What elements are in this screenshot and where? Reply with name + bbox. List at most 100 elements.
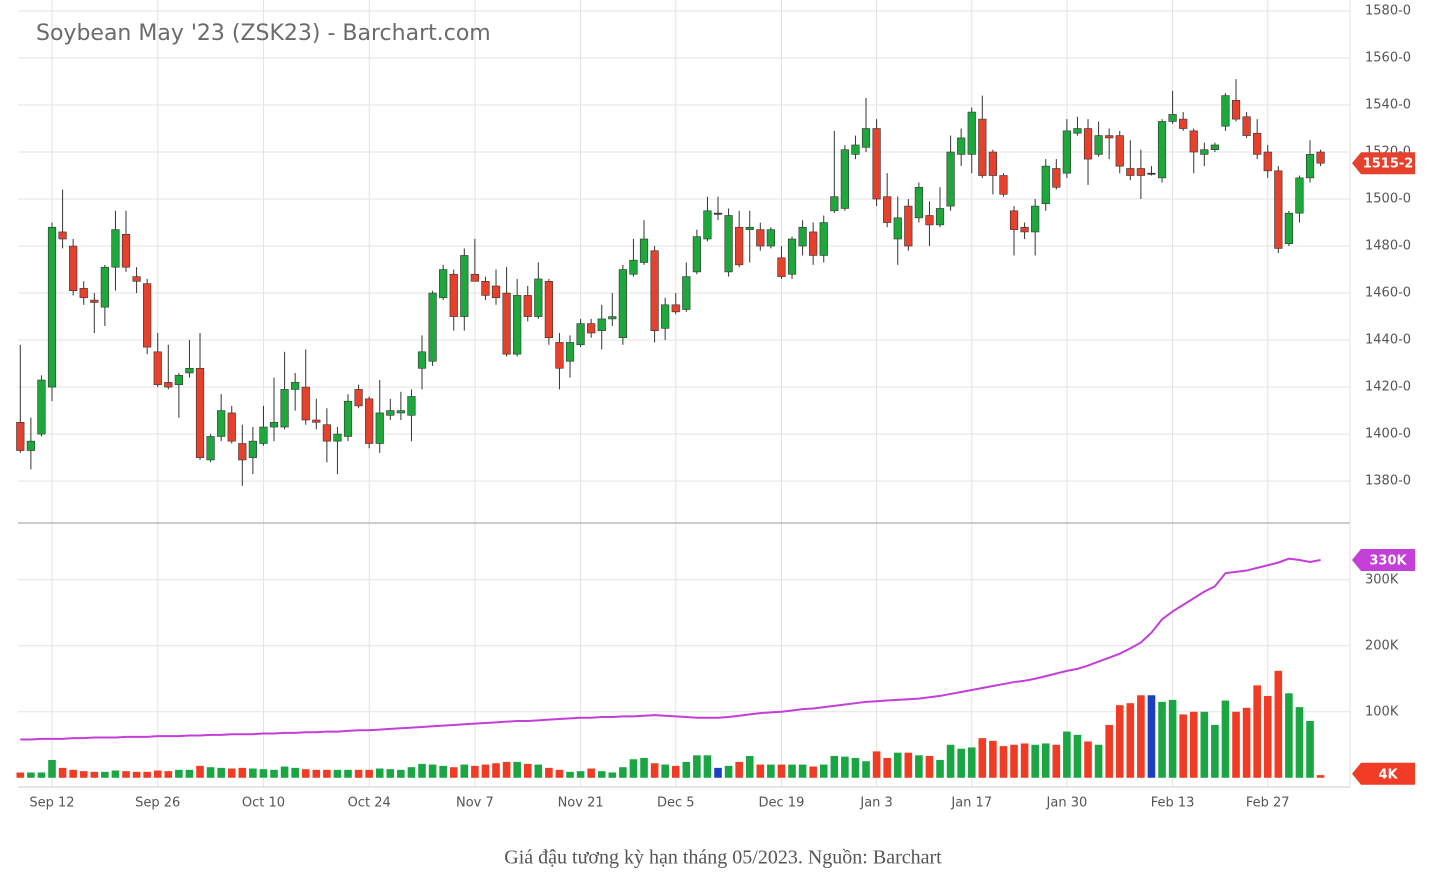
volume-bar	[185, 769, 194, 778]
caption: Giá đậu tương kỳ hạn tháng 05/2023. Nguồ…	[504, 847, 942, 869]
volume-bar	[1285, 693, 1293, 778]
volume-bar	[1221, 700, 1230, 778]
y-tick-label: 100K	[1365, 704, 1399, 719]
y-tick-label: 1420-0	[1365, 380, 1411, 395]
candle-body	[58, 231, 67, 240]
volume-bar	[608, 772, 617, 778]
volume-bar	[883, 757, 891, 778]
volume-bar	[449, 767, 458, 778]
volume-bar	[1263, 695, 1272, 778]
volume-bar	[957, 748, 965, 778]
candle-body	[269, 422, 279, 428]
candle-body	[132, 276, 141, 282]
volume-bar	[989, 740, 997, 778]
volume-bar	[555, 769, 564, 778]
candle-body	[872, 128, 881, 200]
candle-body	[153, 351, 162, 386]
volume-bar	[1105, 724, 1113, 778]
candle-body	[703, 210, 712, 240]
volume-bar	[1189, 711, 1198, 778]
candle-body	[608, 316, 617, 320]
y-tick-label: 1500-0	[1365, 192, 1411, 207]
volume-bar	[111, 770, 120, 778]
volume-bar	[1084, 741, 1092, 778]
open-interest-line	[20, 557, 1321, 741]
volume-bar	[1137, 695, 1145, 778]
volume-bar	[418, 763, 426, 778]
candle-body	[513, 295, 522, 355]
candle-body	[195, 367, 205, 458]
volume-bar	[270, 769, 278, 778]
volume-bar	[101, 771, 109, 778]
candle-body	[798, 226, 807, 247]
volume-bar	[312, 769, 321, 778]
volume-bar	[502, 761, 511, 778]
volume-bar	[513, 761, 521, 778]
y-tick-label: 300K	[1365, 572, 1399, 587]
candle-body	[724, 215, 733, 273]
x-tick-label: Jan 3	[859, 796, 892, 811]
candle-body	[713, 212, 723, 215]
x-tick-label: Nov 7	[456, 796, 494, 811]
candle-body	[787, 238, 797, 275]
price-end-label-box	[1352, 152, 1415, 175]
candle-body	[121, 233, 131, 268]
volume-bar	[523, 763, 532, 778]
volume-bar	[724, 765, 733, 778]
candle-body	[185, 367, 194, 374]
candle-body	[301, 386, 310, 421]
candle-body	[143, 283, 152, 348]
volume-bar	[1306, 721, 1314, 778]
y-tick-label: 1440-0	[1365, 333, 1411, 348]
volume-bar	[492, 763, 500, 778]
volume-bar	[354, 769, 363, 778]
candle-body	[90, 299, 99, 303]
volume-bar	[534, 764, 543, 778]
candle-body	[1126, 168, 1135, 176]
volume-bar	[471, 765, 479, 778]
candle-body	[491, 285, 501, 299]
volume-bar	[249, 768, 257, 778]
volume-bar	[1168, 699, 1177, 778]
volume-bar	[48, 759, 56, 778]
volume-bar	[259, 769, 268, 778]
candle-body	[967, 111, 976, 155]
candle-body	[1316, 151, 1325, 164]
candle-body	[100, 266, 109, 308]
candle-body	[1231, 100, 1241, 120]
candle-body	[777, 257, 786, 277]
volume-bar	[1200, 711, 1209, 778]
volume-bar	[809, 766, 817, 778]
candle-body	[819, 222, 828, 256]
candle-body	[217, 410, 226, 437]
volume-bar	[122, 771, 130, 778]
volume-bar	[714, 767, 722, 778]
volume-bar	[756, 764, 765, 778]
oi-end-label: 330K	[1369, 553, 1407, 568]
volume-bar	[1010, 744, 1018, 778]
candle-body	[1105, 135, 1114, 139]
candle-body	[449, 273, 458, 317]
candle-body	[597, 318, 606, 331]
candle-body	[1200, 149, 1209, 155]
x-tick-label: Dec 19	[759, 796, 805, 811]
candle-body	[988, 151, 997, 176]
volume-bar	[365, 769, 373, 778]
volume-bar	[1316, 775, 1325, 778]
candle-body	[650, 250, 659, 331]
volume-bar	[333, 769, 342, 778]
volume-bar	[767, 764, 775, 778]
volume-bar	[566, 771, 574, 778]
volume-bar	[1158, 701, 1166, 778]
candle-body	[565, 342, 575, 362]
candle-body	[830, 196, 839, 212]
candle-body	[333, 433, 342, 442]
x-tick-label: Jan 30	[1046, 796, 1088, 811]
volume-bar	[1242, 707, 1251, 778]
volume-bar	[1073, 734, 1082, 778]
candle-body	[259, 426, 268, 444]
candle-body	[1179, 118, 1188, 129]
volume-bar	[301, 769, 310, 778]
candle-body	[629, 259, 638, 275]
